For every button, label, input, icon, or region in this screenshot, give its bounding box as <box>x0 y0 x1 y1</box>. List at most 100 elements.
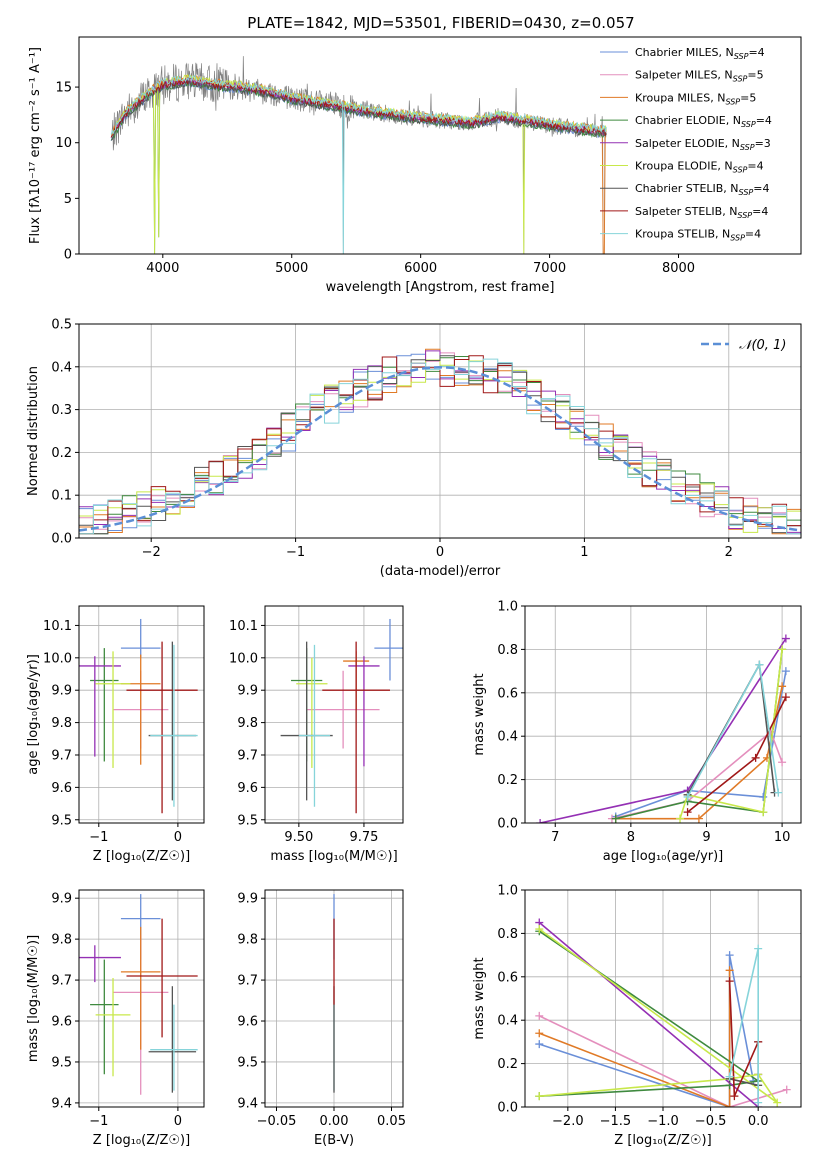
x-axis-label: Z [log₁₀(Z/Z☉)] <box>93 1133 190 1148</box>
mass-weight-marker-chabrier_miles <box>759 792 768 801</box>
plot-area <box>79 894 198 1095</box>
y-tick-label: 0.5 <box>51 318 72 333</box>
x-tick-label: −1.5 <box>600 1114 632 1129</box>
x-tick-label: 2 <box>725 545 733 560</box>
legend-label-suffix: =5 <box>740 91 756 104</box>
y-tick-label: 1.0 <box>497 884 518 899</box>
y-tick-label: 10.1 <box>43 619 72 634</box>
x-tick-label: −1.0 <box>647 1114 679 1129</box>
mass-vs-metallicity-panel: −1 0 9.4 9.5 9.6 9.7 9.8 9.9 Z [log₁₀(Z/Z☉)] mass… <box>26 889 205 1148</box>
y-tick-label: 9.7 <box>51 974 72 989</box>
legend-label-suffix: =4 <box>753 182 769 195</box>
mass-weight-marker-chabrier_elodie <box>611 814 620 823</box>
legend-label-suffix: =4 <box>752 205 768 218</box>
y-tick-label: 9.8 <box>237 933 258 948</box>
mass-weight-marker-salpeter_stelib <box>730 1092 739 1101</box>
y-tick-label: 9.8 <box>237 716 258 731</box>
x-axis-label: E(B-V) <box>314 1133 354 1148</box>
mass-weight-marker-kroupa_miles <box>778 682 787 691</box>
y-tick-label: 0.2 <box>51 446 72 461</box>
y-tick-label: 1.0 <box>497 600 518 615</box>
legend-label-chabrier_miles: Chabrier MILES, NSSP=4 <box>635 46 765 61</box>
x-tick-label: 6000 <box>404 261 437 276</box>
x-tick-label: 10 <box>774 830 791 845</box>
model-spectrum-salpeter_stelib <box>110 77 607 138</box>
histogram-salpeter_elodie <box>79 350 801 538</box>
age-vs-mass-panel: 9.50 9.75 9.5 9.6 9.7 9.8 9.9 10.0 10.1 mass [log… <box>229 605 404 864</box>
legend-label-subscript: SSP <box>737 211 752 220</box>
x-tick-label: 8 <box>627 830 635 845</box>
legend-label-suffix: =5 <box>747 69 763 82</box>
axes-frame <box>78 605 205 824</box>
x-axis-label: mass [log₁₀(M/M☉)] <box>270 849 397 864</box>
y-tick-label: 9.4 <box>51 1096 72 1111</box>
x-tick-label: 8000 <box>662 261 695 276</box>
mass-weight-marker-kroupa_elodie <box>535 1092 544 1101</box>
x-tick-label: −0.5 <box>695 1114 727 1129</box>
y-tick-label: 0.1 <box>51 489 72 504</box>
model-spectrum-kroupa_stelib <box>110 74 607 254</box>
legend-label-salpeter_elodie: Salpeter ELODIE, NSSP=3 <box>635 137 771 152</box>
axes-frame <box>524 605 802 824</box>
plot-area <box>110 56 607 254</box>
plot-area <box>79 348 801 538</box>
y-tick-label: 0.0 <box>497 817 518 832</box>
plot-area <box>280 618 403 814</box>
axes-frame <box>264 605 404 824</box>
mass-weight-marker-salpeter_elodie <box>781 634 790 643</box>
y-tick-label: 9.7 <box>237 974 258 989</box>
mass-weight-marker-salpeter_stelib <box>683 808 692 817</box>
y-tick-label: 0.6 <box>497 686 518 701</box>
legend-label-text: Kroupa ELODIE, N <box>635 160 733 173</box>
mass-weight-vs-age-panel: 7 8 9 10 0.0 0.2 0.4 0.6 0.8 1.0 age [log₁₀(age/yr… <box>472 600 802 864</box>
model-spectrum-chabrier_stelib <box>110 79 607 141</box>
y-tick-label: 9.4 <box>237 1096 258 1111</box>
y-tick-label: 0.0 <box>51 532 72 547</box>
y-tick-label: 9.9 <box>51 892 72 907</box>
age-vs-metallicity-panel: −1 0 9.5 9.6 9.7 9.8 9.9 10.0 10.1 Z [log₁₀(Z/Z☉)… <box>26 605 205 864</box>
y-tick-label: 0.6 <box>497 970 518 985</box>
legend-label-suffix: =4 <box>747 160 763 173</box>
y-tick-label: 9.5 <box>237 1055 258 1070</box>
mass-weight-marker-kroupa_miles <box>725 966 734 975</box>
y-tick-label: 15 <box>55 81 72 96</box>
mass-weight-vs-metallicity-panel: −2.0 −1.5 −1.0 −0.5 0.0 0.0 0.2 0.4 0.6 0.8 1.0 Z [… <box>472 884 802 1148</box>
y-axis-label: Flux [fλ10⁻¹⁷ erg cm⁻² s⁻¹ A⁻¹] <box>28 47 43 244</box>
mass-weight-line-chabrier_elodie <box>538 930 761 1097</box>
y-tick-label: 0.2 <box>497 773 518 788</box>
mass-weight-marker-salpeter_stelib <box>751 753 760 762</box>
mass-weight-marker-kroupa_elodie <box>773 1098 782 1107</box>
y-tick-label: 9.6 <box>51 1015 72 1030</box>
x-axis-label: Z [log₁₀(Z/Z☉)] <box>614 1133 711 1148</box>
legend-label-subscript: SSP <box>725 97 740 106</box>
legend-label-normal: 𝒩(0, 1) <box>739 338 786 353</box>
y-tick-label: 9.5 <box>51 813 72 828</box>
legend-label-text: Salpeter MILES, N <box>635 69 733 82</box>
axes-frame <box>78 323 802 539</box>
x-axis-label: (data-model)/error <box>380 564 501 579</box>
y-tick-label: 10.1 <box>229 619 258 634</box>
x-tick-label: 1 <box>580 545 588 560</box>
legend-label-chabrier_elodie: Chabrier ELODIE, NSSP=4 <box>635 114 772 129</box>
y-tick-label: 0 <box>64 248 72 263</box>
mass-weight-marker-chabrier_miles <box>781 667 790 676</box>
histogram-chabrier_miles <box>79 353 801 538</box>
y-tick-label: 9.6 <box>51 781 72 796</box>
mass-weight-marker-chabrier_miles <box>725 951 734 960</box>
y-tick-label: 9.6 <box>237 1015 258 1030</box>
x-tick-label: 0 <box>436 545 444 560</box>
x-tick-label: 7000 <box>533 261 566 276</box>
x-tick-label: 0 <box>174 1114 182 1129</box>
legend-label-subscript: SSP <box>740 143 755 152</box>
mass-weight-marker-kroupa_miles <box>535 1029 544 1038</box>
legend-label-kroupa_elodie: Kroupa ELODIE, NSSP=4 <box>635 160 764 175</box>
y-tick-label: 0.3 <box>51 403 72 418</box>
mass-weight-marker-salpeter_elodie <box>536 819 545 823</box>
legend-label-text: Chabrier STELIB, N <box>635 182 739 195</box>
figure-title: PLATE=1842, MJD=53501, FIBERID=0430, z=0… <box>247 14 634 32</box>
mass-weight-marker-kroupa_miles <box>694 814 703 823</box>
y-tick-label: 9.9 <box>237 684 258 699</box>
x-tick-label: 9.75 <box>349 830 378 845</box>
mass-weight-marker-kroupa_stelib <box>755 660 764 669</box>
